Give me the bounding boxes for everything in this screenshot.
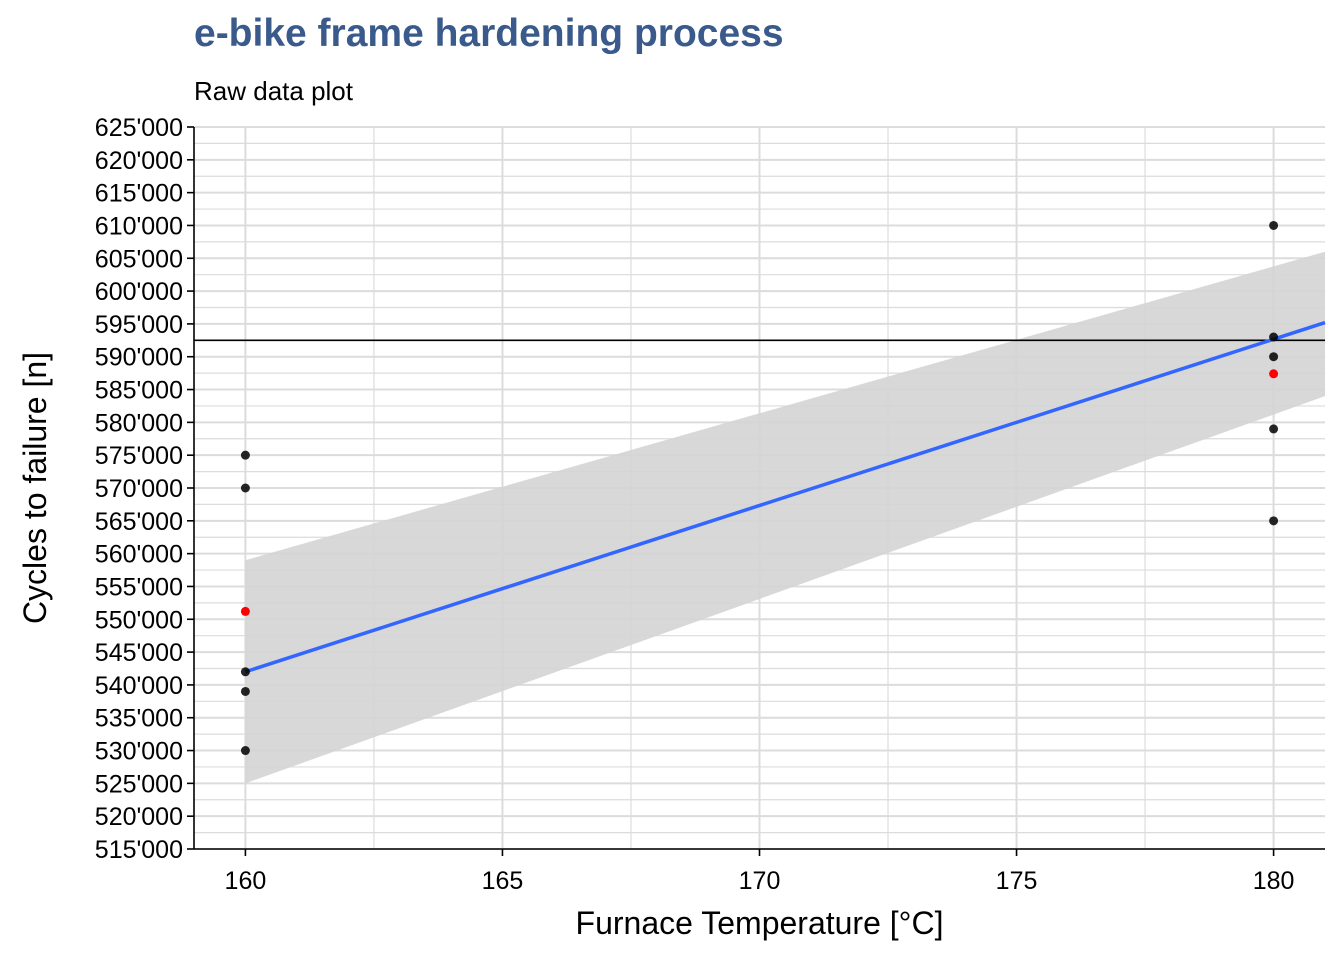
x-tick-label: 160: [225, 867, 267, 895]
data-point: [240, 667, 250, 677]
y-tick-label: 560'000: [95, 541, 183, 569]
y-tick-label: 555'000: [95, 573, 183, 601]
y-tick-label: 620'000: [95, 147, 183, 175]
x-tick-label: 175: [996, 867, 1038, 895]
x-tick-label: 165: [482, 867, 524, 895]
y-tick-label: 605'000: [95, 245, 183, 273]
y-tick-label: 545'000: [95, 639, 183, 667]
y-axis-title: Cycles to failure [n]: [17, 352, 53, 624]
points-group: [240, 220, 1279, 756]
x-axis-title: Furnace Temperature [°C]: [576, 905, 944, 941]
mean-point: [1269, 369, 1279, 379]
x-tick-label: 170: [739, 867, 781, 895]
y-tick-label: 580'000: [95, 409, 183, 437]
y-tick-label: 540'000: [95, 672, 183, 700]
y-tick-label: 575'000: [95, 442, 183, 470]
y-tick-label: 610'000: [95, 212, 183, 240]
data-point: [240, 686, 250, 696]
data-point: [1269, 352, 1279, 362]
y-tick-label: 550'000: [95, 606, 183, 634]
data-point: [240, 483, 250, 493]
fit-line: [244, 320, 1326, 674]
data-point: [1269, 516, 1279, 526]
tick-labels: 515'000 520'000 525'000 530'000 535'000 540'0…: [95, 114, 1295, 895]
data-point: [1269, 332, 1279, 342]
y-tick-label: 625'000: [95, 114, 183, 142]
axes: [187, 126, 1325, 856]
y-tick-label: 585'000: [95, 377, 183, 405]
y-tick-label: 515'000: [95, 836, 183, 864]
y-tick-label: 570'000: [95, 475, 183, 503]
fit-line-group: [244, 320, 1326, 674]
chart-subtitle: Raw data plot: [194, 76, 353, 106]
y-tick-label: 595'000: [95, 311, 183, 339]
y-tick-label: 535'000: [95, 705, 183, 733]
y-tick-label: 615'000: [95, 180, 183, 208]
data-point: [240, 450, 250, 460]
y-tick-label: 590'000: [95, 344, 183, 372]
data-point: [1269, 220, 1279, 230]
data-point: [240, 746, 250, 756]
chart-title: e-bike frame hardening process: [194, 12, 784, 55]
confidence-band: [245, 251, 1326, 784]
y-tick-label: 530'000: [95, 738, 183, 766]
data-point: [1269, 424, 1279, 434]
x-tick-label: 180: [1253, 867, 1295, 895]
mean-point: [240, 606, 250, 616]
y-tick-label: 520'000: [95, 803, 183, 831]
confidence-band-group: [245, 251, 1326, 784]
y-tick-label: 600'000: [95, 278, 183, 306]
y-tick-label: 565'000: [95, 508, 183, 536]
y-tick-label: 525'000: [95, 770, 183, 798]
